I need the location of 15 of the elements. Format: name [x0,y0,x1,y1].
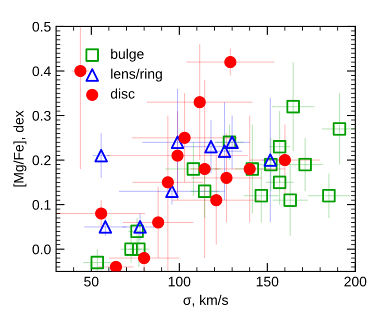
y-tick-label: 0.0 [32,244,51,254]
x-tick-label: 50 [84,276,98,286]
y-tick-label: 0.1 [32,200,51,210]
x-axis-title: σ, km/s [183,294,228,307]
y-tick-label: 0.3 [32,110,51,121]
legend-label: lens/ring [111,68,162,82]
y-tick-label: 0.2 [32,155,51,166]
x-tick-label: 150 [256,276,278,286]
legend-label: bulge [111,48,144,62]
y-axis-title: [Mg/Fe], dex [13,110,26,187]
y-tick-label: 0.5 [32,22,51,32]
legend-label: disc [110,88,135,99]
x-tick-label: 100 [168,276,190,286]
x-tick-label: 200 [344,276,366,286]
y-tick-label: 0.4 [32,66,51,76]
